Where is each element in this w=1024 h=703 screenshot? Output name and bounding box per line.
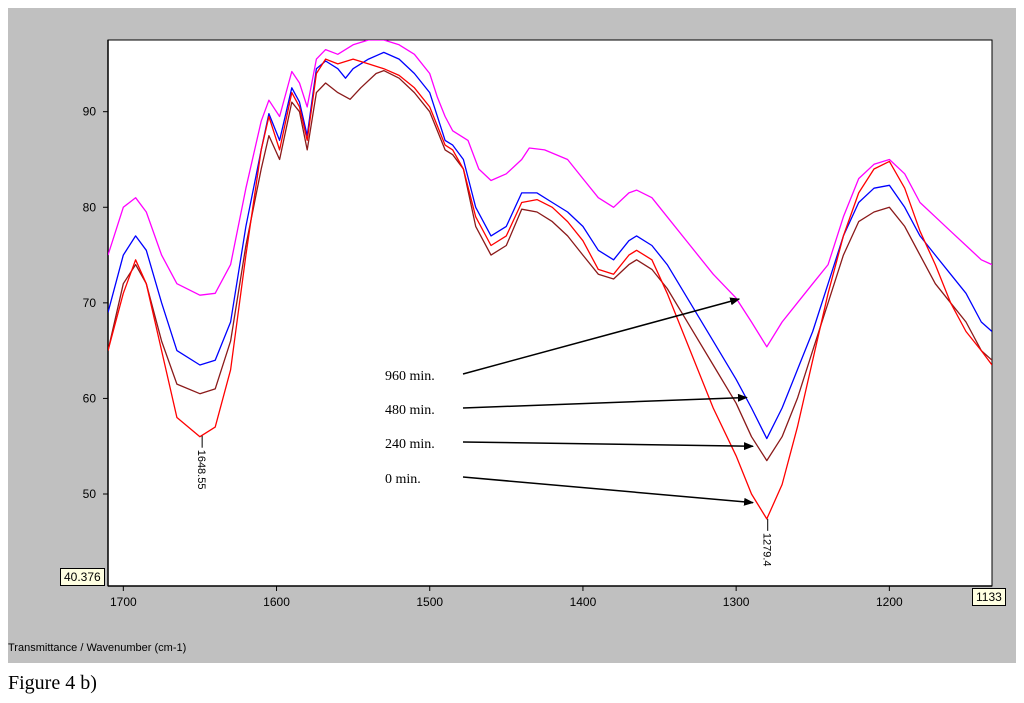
- x-tick-label: 1200: [876, 595, 903, 609]
- y-tick-label: 50: [83, 487, 97, 501]
- x-max-readout: 1133: [972, 588, 1006, 606]
- y-tick-label: 90: [83, 105, 97, 119]
- x-tick-label: 1500: [416, 595, 443, 609]
- x-tick-label: 1600: [263, 595, 290, 609]
- chart-panel: 1700 1600 1500 1400 1300 1200 50 60 70 80 90 1648…: [8, 8, 1016, 663]
- peak-label: 1648.55: [195, 450, 207, 490]
- annotation-label: 480 min.: [385, 403, 435, 418]
- x-axis-ticks: 1700 1600 1500 1400 1300 1200: [110, 586, 903, 609]
- y-tick-label: 80: [83, 200, 97, 214]
- series-layer: [108, 40, 992, 520]
- x-tick-label: 1700: [110, 595, 137, 609]
- x-tick-label: 1400: [570, 595, 597, 609]
- axis-lines: [107, 40, 992, 587]
- annotation-arrow: [462, 297, 741, 375]
- annotations: 960 min. 480 min. 240 min. 0 min.: [385, 297, 754, 506]
- figure-caption: Figure 4 b): [8, 672, 97, 694]
- annotation-arrow: [462, 476, 754, 506]
- series-line-2: [108, 69, 992, 462]
- y-axis-ticks: 50 60 70 80 90: [83, 105, 108, 501]
- annotation-label: 240 min.: [385, 437, 435, 452]
- series-line-0: [108, 40, 992, 348]
- y-min-readout: 40.376: [60, 568, 105, 586]
- annotation-arrow: [462, 393, 748, 409]
- series-line-3: [108, 58, 992, 520]
- x-tick-label: 1300: [723, 595, 750, 609]
- plot-area: [107, 39, 993, 587]
- peak-label: 1279.4: [761, 533, 773, 567]
- spectrum-chart: 1700 1600 1500 1400 1300 1200 50 60 70 80 90 1648…: [83, 39, 993, 609]
- annotation-label: 960 min.: [385, 369, 435, 384]
- annotation-arrow: [462, 441, 754, 451]
- annotation-label: 0 min.: [385, 472, 421, 487]
- x-axis-label: Transmittance / Wavenumber (cm-1): [8, 642, 187, 654]
- peak-labels: 1648.55 1279.4: [195, 435, 773, 567]
- y-tick-label: 70: [83, 296, 97, 310]
- y-tick-label: 60: [83, 391, 97, 405]
